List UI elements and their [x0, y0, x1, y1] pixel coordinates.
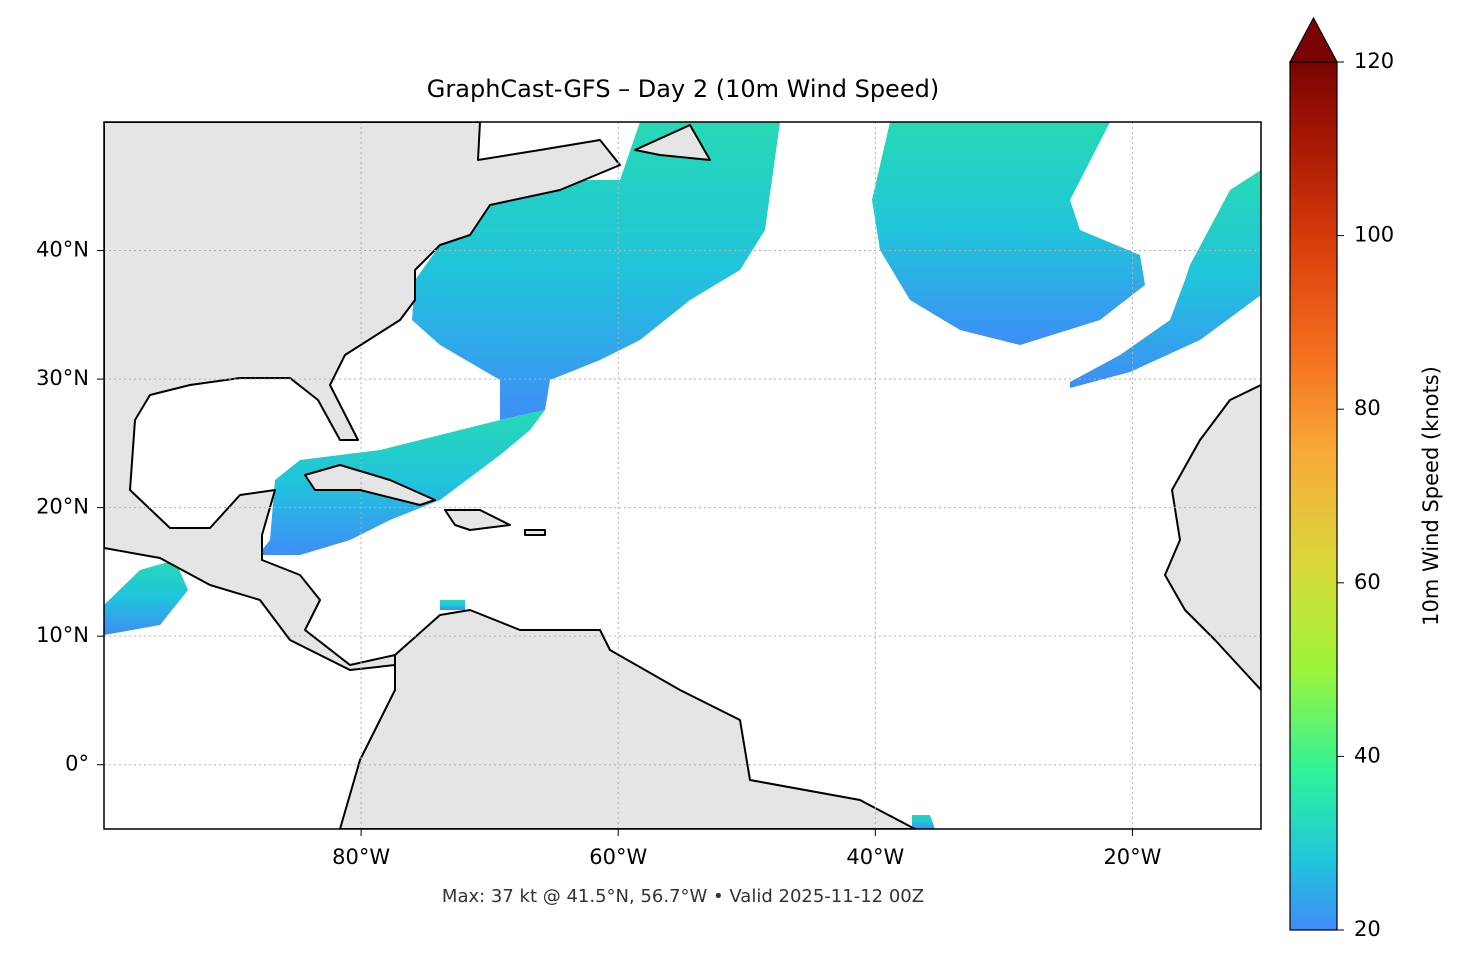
colorbar-tick-label: 20: [1354, 917, 1381, 941]
lon-tick-label: 20°W: [1103, 845, 1161, 869]
colorbar-tick-label: 100: [1354, 223, 1394, 247]
lat-tick-label: 30°N: [36, 366, 89, 390]
footer-note: Max: 37 kt @ 41.5°N, 56.7°W • Valid 2025…: [442, 886, 924, 907]
colorbar-extension: [1288, 16, 1339, 63]
colorbar-tick-label: 120: [1354, 49, 1394, 73]
colorbar-label: 10m Wind Speed (knots): [1419, 366, 1443, 626]
lon-tick-label: 40°W: [846, 845, 904, 869]
land: [104, 122, 1261, 829]
colorbar: [1289, 61, 1338, 931]
lon-tick-label: 80°W: [332, 845, 390, 869]
lat-tick-label: 10°N: [36, 623, 89, 647]
colorbar-tick-label: 40: [1354, 743, 1381, 767]
lon-tick-label: 60°W: [589, 845, 647, 869]
colorbar-tick-label: 60: [1354, 570, 1381, 594]
lat-tick-label: 20°N: [36, 495, 89, 519]
lat-tick-label: 0°: [65, 752, 89, 776]
colorbar-tick-label: 80: [1354, 396, 1381, 420]
lat-tick-label: 40°N: [36, 238, 89, 262]
map-frame: [103, 121, 1262, 830]
map-area: [104, 122, 1261, 829]
map-title: GraphCast-GFS – Day 2 (10m Wind Speed): [427, 75, 939, 103]
